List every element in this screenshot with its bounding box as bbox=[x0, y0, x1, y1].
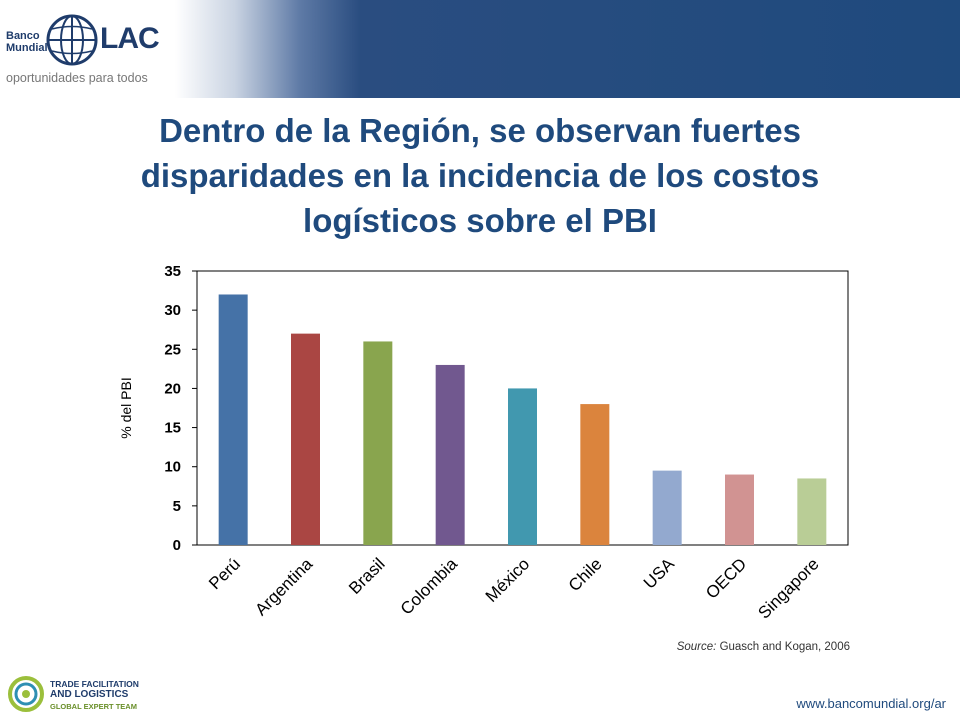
bar-argentina bbox=[291, 333, 320, 545]
bar-mexico bbox=[508, 388, 537, 545]
bar-brasil bbox=[363, 341, 393, 545]
bar-oecd bbox=[725, 474, 754, 545]
page-title: Dentro de la Región, se observan fuertes… bbox=[140, 112, 820, 239]
y-tick-label: 15 bbox=[164, 420, 181, 437]
bar-usa bbox=[652, 470, 682, 545]
x-tick-label: USA bbox=[640, 554, 679, 593]
y-tick-label: 35 bbox=[164, 263, 181, 280]
footer-logo-line-3: GLOBAL EXPERT TEAM bbox=[50, 702, 137, 711]
footer-logo-line-1: TRADE FACILITATION bbox=[50, 679, 139, 689]
x-tick-label: OECD bbox=[702, 554, 750, 602]
bar-chile bbox=[580, 404, 610, 545]
brand-tagline: oportunidades para todos bbox=[6, 71, 148, 85]
source-text: Guasch and Kogan, 2006 bbox=[719, 641, 850, 653]
x-tick-label: Colombia bbox=[397, 554, 462, 619]
x-tick-label: Perú bbox=[205, 554, 244, 593]
footer-logo-line-2: AND LOGISTICS bbox=[50, 689, 129, 700]
y-axis-ticks: 0 5 10 15 20 25 30 35 bbox=[164, 263, 197, 554]
source-note: Source: Guasch and Kogan, 2006 bbox=[560, 641, 850, 653]
swirl-icon bbox=[8, 676, 44, 712]
world-bank-lac-logo[interactable]: Banco Mundial LAC oportunidades para tod… bbox=[0, 0, 185, 98]
y-tick-label: 0 bbox=[173, 537, 181, 554]
x-tick-label: Argentina bbox=[251, 554, 316, 619]
globe-icon bbox=[46, 14, 98, 66]
bar-colombia bbox=[435, 364, 465, 545]
y-tick-label: 10 bbox=[164, 459, 181, 476]
source-label: Source: bbox=[676, 641, 717, 653]
trade-facilitation-logo[interactable]: TRADE FACILITATION AND LOGISTICS GLOBAL … bbox=[8, 672, 158, 716]
y-tick-label: 30 bbox=[164, 302, 181, 319]
bar-peru bbox=[218, 294, 248, 545]
x-tick-label: Singapore bbox=[754, 554, 822, 622]
brand-lac: LAC bbox=[100, 22, 160, 55]
y-tick-label: 20 bbox=[164, 380, 181, 397]
y-axis-label: % del PBI bbox=[118, 377, 134, 438]
y-tick-label: 5 bbox=[173, 498, 181, 515]
brand-line-1: Banco bbox=[6, 30, 40, 42]
x-tick-label: Chile bbox=[565, 554, 606, 595]
x-axis-labels: Perú Argentina Brasil Colombia México Chile US… bbox=[205, 554, 823, 623]
brand-line-2: Mundial bbox=[6, 42, 48, 54]
bars-group bbox=[218, 294, 827, 545]
x-tick-label: Brasil bbox=[345, 554, 388, 597]
bar-singapore bbox=[797, 478, 827, 545]
y-tick-label: 25 bbox=[164, 341, 181, 358]
x-tick-label: México bbox=[482, 554, 534, 606]
header-banner bbox=[0, 0, 960, 98]
footer-url-link[interactable]: www.bancomundial.org/ar bbox=[796, 696, 946, 711]
